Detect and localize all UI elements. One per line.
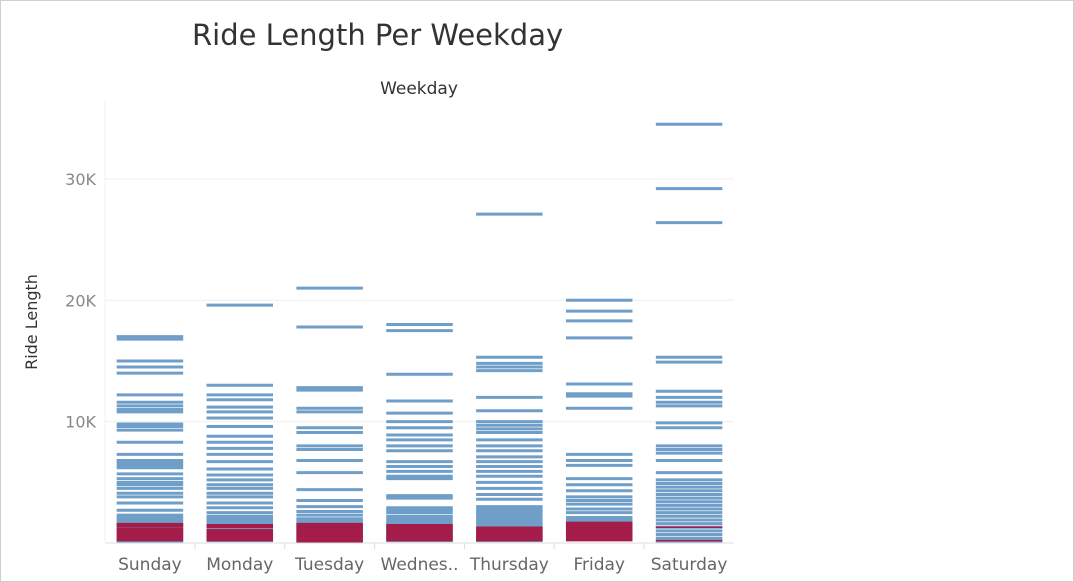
- y-tick-label: 20K: [65, 291, 96, 310]
- x-tick-labels: Sunday Monday Tuesday Wednes.. Thursday Frida…: [118, 555, 727, 575]
- axes: [104, 100, 734, 544]
- x-tick-label: Wednes..: [381, 555, 459, 575]
- y-axis-label: Ride Length: [22, 274, 41, 370]
- x-tick-label: Friday: [573, 555, 625, 575]
- gridlines: [105, 178, 734, 549]
- x-tick-label: Monday: [206, 555, 273, 575]
- x-tick-label: Saturday: [651, 555, 728, 575]
- x-tick-label: Tuesday: [294, 555, 364, 575]
- column-header-weekday: Weekday: [380, 79, 458, 99]
- x-tick-label: Sunday: [118, 555, 182, 575]
- chart-title: Ride Length Per Weekday: [192, 18, 564, 52]
- y-tick-labels: 10K 20K 30K: [65, 170, 96, 432]
- y-tick-label: 30K: [65, 170, 96, 189]
- x-tick-label: Thursday: [469, 555, 549, 575]
- chart-marks: [116, 122, 723, 543]
- y-tick-label: 10K: [65, 413, 96, 432]
